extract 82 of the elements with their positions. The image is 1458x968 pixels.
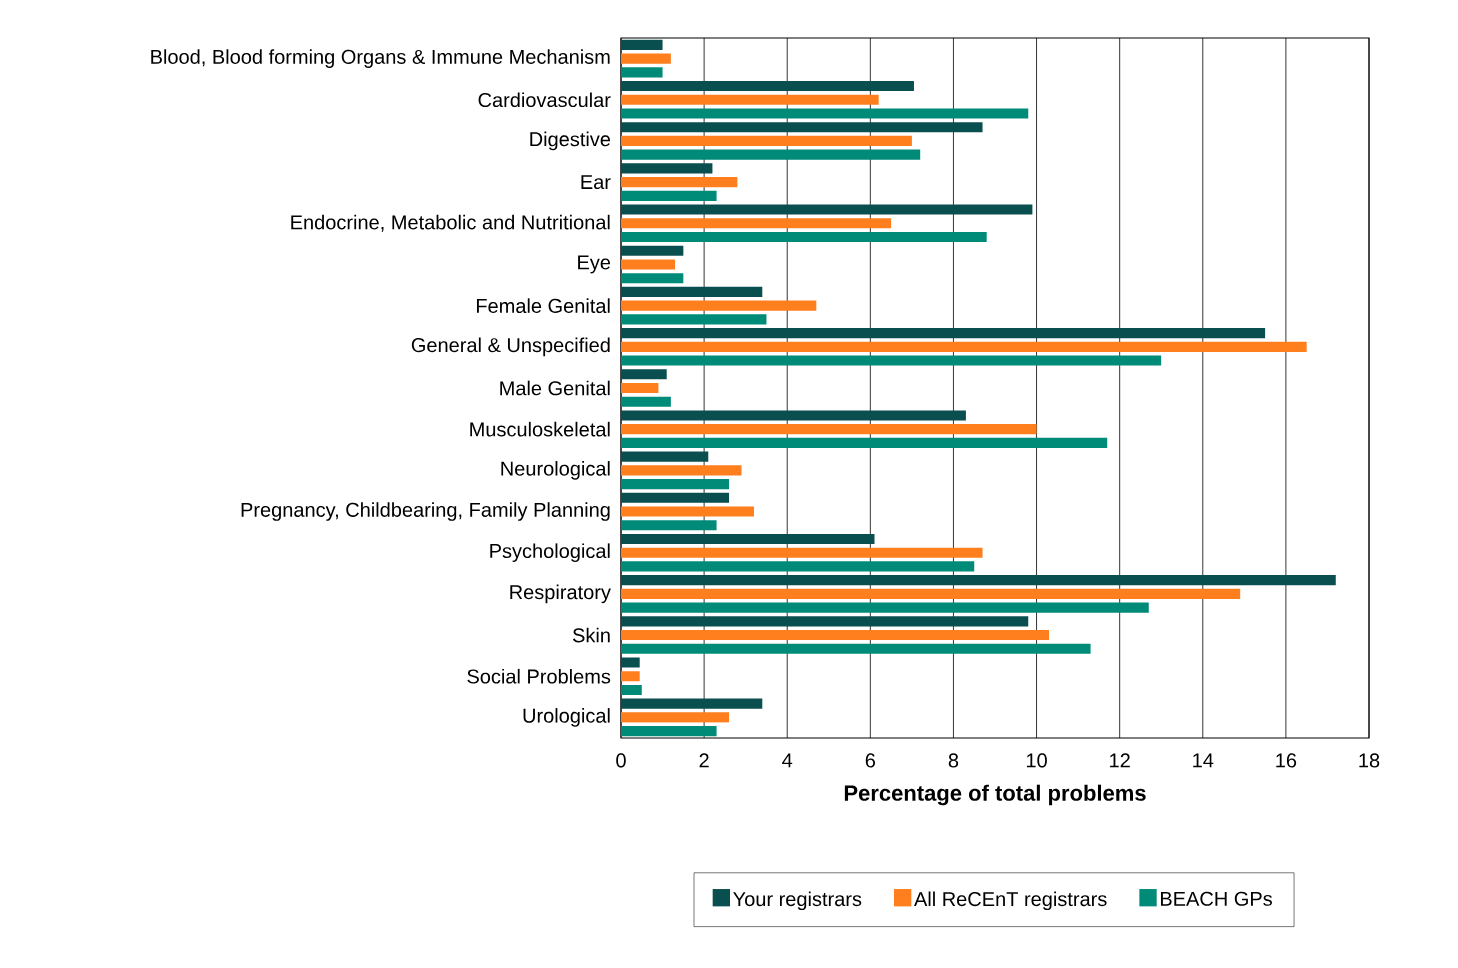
y-tick-label: Eye (578, 255, 611, 274)
bar (621, 328, 1266, 339)
x-tick-label: 2 (699, 753, 709, 768)
bar (621, 108, 1029, 119)
bar (621, 204, 1033, 215)
bar (621, 616, 1029, 627)
bar (621, 355, 1162, 366)
bar (621, 286, 763, 297)
bar (621, 314, 767, 325)
bar (621, 520, 717, 531)
x-tick-label: 10 (1026, 753, 1047, 768)
x-tick-label: 12 (1110, 753, 1130, 768)
y-tick-label: Female Genital (476, 298, 610, 313)
bar (621, 218, 892, 229)
bar (621, 94, 879, 105)
bar (621, 149, 921, 160)
y-tick-label: Pregnancy, Childbearing, Family Planning (241, 502, 610, 521)
y-tick-label: Blood, Blood forming Organs & Immune Mechanism (151, 49, 610, 68)
bar (621, 300, 817, 311)
bar (621, 465, 742, 476)
bar (621, 684, 642, 696)
x-tick-label: 16 (1276, 753, 1297, 768)
y-tick-label: Cardiovascular (478, 92, 611, 108)
y-tick-label: Ear (581, 175, 611, 190)
bar (621, 643, 1091, 654)
bar (621, 657, 640, 668)
x-tick-label: 8 (948, 753, 959, 768)
y-tick-label: Respiratory (510, 584, 611, 604)
bar (621, 698, 763, 709)
bar (621, 245, 684, 256)
bar (621, 53, 671, 64)
bar (621, 629, 1050, 641)
y-tick-label: General & Unspecified (411, 337, 610, 357)
bar (621, 163, 713, 174)
legend-label: All ReCEnT registrars (914, 891, 1107, 911)
bar (621, 259, 676, 270)
y-tick-label: Digestive (530, 131, 611, 151)
x-axis-title: Percentage of total problems (844, 784, 1146, 806)
bar (621, 451, 709, 462)
bar (621, 273, 684, 284)
bar (621, 671, 640, 682)
legend-label: Your registrars (733, 891, 862, 911)
bar (621, 410, 966, 421)
bar (621, 575, 1336, 586)
y-tick-label: Musculoskeletal (470, 421, 610, 437)
bar (621, 547, 983, 558)
y-tick-label: Endocrine, Metabolic and Nutritional (291, 214, 610, 232)
y-tick-label: Male Genital (500, 380, 610, 396)
bar (621, 726, 717, 737)
bar (621, 190, 717, 201)
bar (621, 80, 914, 92)
bar (621, 561, 975, 572)
legend-label: BEACH GPs (1161, 891, 1272, 906)
y-tick-label: Skin (572, 627, 610, 643)
y-tick-label: Psychological (490, 543, 610, 563)
y-tick-label: Urological (523, 708, 610, 727)
bar (621, 177, 738, 188)
x-tick-label: 18 (1359, 753, 1380, 768)
y-tick-label: Social Problems (467, 668, 611, 684)
bar (621, 67, 663, 78)
x-tick-label: 6 (865, 753, 876, 768)
bar (621, 396, 671, 407)
bar (621, 437, 1108, 448)
bar (621, 424, 1037, 435)
bar (621, 479, 730, 490)
x-tick-label: 0 (616, 753, 626, 768)
bar (621, 369, 667, 380)
x-tick-label: 14 (1193, 753, 1214, 768)
bar (621, 39, 663, 50)
bar (621, 712, 730, 723)
bar (621, 135, 912, 146)
bar (621, 492, 730, 503)
bar (621, 533, 875, 545)
bar (621, 602, 1149, 613)
bar (621, 231, 987, 243)
bar (621, 588, 1241, 599)
bar (621, 506, 754, 517)
bar (621, 341, 1307, 352)
x-tick-label: 4 (782, 753, 793, 768)
bar (621, 382, 659, 394)
y-tick-label: Neurological (501, 461, 610, 480)
bar (621, 122, 983, 133)
